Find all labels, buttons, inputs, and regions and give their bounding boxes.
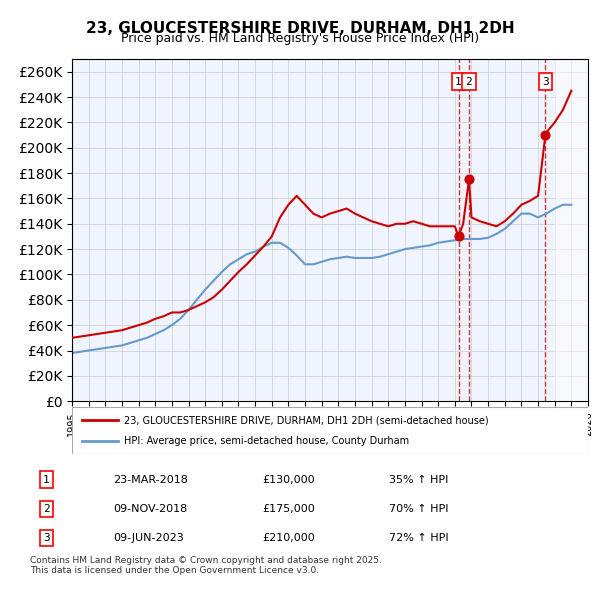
Text: £175,000: £175,000 — [262, 504, 314, 514]
Text: 23, GLOUCESTERSHIRE DRIVE, DURHAM, DH1 2DH (semi-detached house): 23, GLOUCESTERSHIRE DRIVE, DURHAM, DH1 2… — [124, 415, 488, 425]
Text: 2: 2 — [466, 77, 472, 87]
Text: 2: 2 — [43, 504, 50, 514]
Text: 72% ↑ HPI: 72% ↑ HPI — [389, 533, 448, 543]
Text: Contains HM Land Registry data © Crown copyright and database right 2025.
This d: Contains HM Land Registry data © Crown c… — [30, 556, 382, 575]
Text: £130,000: £130,000 — [262, 475, 314, 484]
Text: 09-NOV-2018: 09-NOV-2018 — [113, 504, 187, 514]
Text: Price paid vs. HM Land Registry's House Price Index (HPI): Price paid vs. HM Land Registry's House … — [121, 32, 479, 45]
FancyBboxPatch shape — [72, 407, 588, 454]
Text: £210,000: £210,000 — [262, 533, 314, 543]
Text: 3: 3 — [542, 77, 549, 87]
Text: HPI: Average price, semi-detached house, County Durham: HPI: Average price, semi-detached house,… — [124, 436, 409, 446]
Text: 1: 1 — [455, 77, 462, 87]
Point — [541, 130, 550, 140]
Text: 23-MAR-2018: 23-MAR-2018 — [113, 475, 188, 484]
Text: 70% ↑ HPI: 70% ↑ HPI — [389, 504, 448, 514]
Point — [454, 232, 463, 241]
Text: 3: 3 — [43, 533, 50, 543]
Bar — [555, 59, 588, 401]
Text: 35% ↑ HPI: 35% ↑ HPI — [389, 475, 448, 484]
Point — [464, 175, 474, 184]
Text: 09-JUN-2023: 09-JUN-2023 — [113, 533, 184, 543]
Text: 23, GLOUCESTERSHIRE DRIVE, DURHAM, DH1 2DH: 23, GLOUCESTERSHIRE DRIVE, DURHAM, DH1 2… — [86, 21, 514, 35]
Text: 1: 1 — [43, 475, 50, 484]
